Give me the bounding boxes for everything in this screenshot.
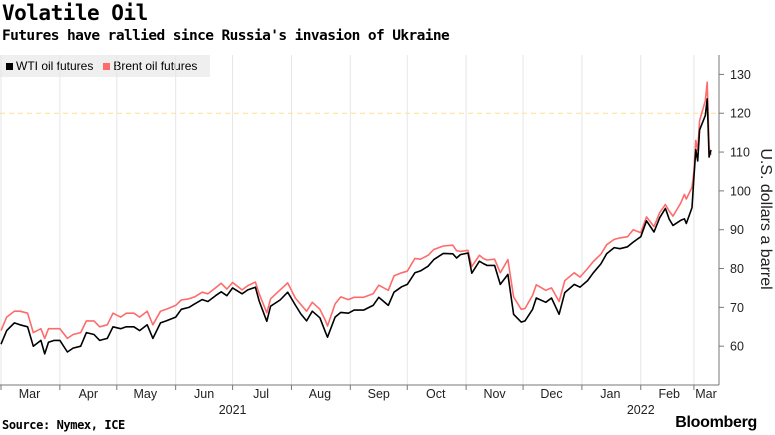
legend-swatch-brent bbox=[103, 62, 111, 70]
legend-swatch-wti bbox=[6, 62, 13, 70]
tick-label-y: 70 bbox=[730, 301, 744, 315]
y-axis-title: U.S. dollars a barrel bbox=[757, 148, 774, 289]
legend: WTI oil futures Brent oil futures bbox=[0, 55, 210, 77]
tick-label-x: Aug bbox=[309, 387, 331, 401]
tick-label-y: 60 bbox=[730, 340, 744, 354]
legend-item-wti: WTI oil futures bbox=[6, 59, 93, 73]
legend-item-brent: Brent oil futures bbox=[103, 59, 197, 73]
tick-label-x: Dec bbox=[540, 387, 562, 401]
tick-label-y: 90 bbox=[730, 223, 744, 237]
year-label: 2021 bbox=[219, 403, 247, 417]
tick-label-x: Jan bbox=[600, 387, 620, 401]
tick-label-y: 120 bbox=[730, 107, 751, 121]
tick-label-y: 110 bbox=[730, 146, 750, 160]
tick-label-x: Mar bbox=[19, 387, 41, 401]
tick-label-x: Oct bbox=[426, 387, 446, 401]
chart-title: Volatile Oil bbox=[2, 1, 148, 25]
tick-label-y: 130 bbox=[730, 68, 751, 82]
tick-label-x: Nov bbox=[483, 387, 506, 401]
tick-label-y: 100 bbox=[730, 184, 751, 198]
legend-label-brent: Brent oil futures bbox=[113, 59, 198, 73]
source-note: Source: Nymex, ICE bbox=[2, 418, 125, 432]
tick-label-x: May bbox=[133, 387, 157, 401]
chart-subtitle: Futures have rallied since Russia's inva… bbox=[2, 28, 450, 44]
tick-label-x: Feb bbox=[658, 387, 680, 401]
tick-label-x: Jun bbox=[194, 387, 214, 401]
tick-label-x: Sep bbox=[368, 387, 390, 401]
tick-label-x: Apr bbox=[79, 387, 98, 401]
year-label: 2022 bbox=[627, 403, 655, 417]
legend-label-wti: WTI oil futures bbox=[16, 59, 94, 73]
tick-label-x: Jul bbox=[253, 387, 269, 401]
bloomberg-logo: Bloomberg bbox=[675, 414, 757, 431]
series-line-brent bbox=[0, 81, 712, 340]
series-line-wti bbox=[0, 98, 712, 355]
tick-label-x: Mar bbox=[695, 387, 717, 401]
tick-label-y: 80 bbox=[730, 262, 744, 276]
